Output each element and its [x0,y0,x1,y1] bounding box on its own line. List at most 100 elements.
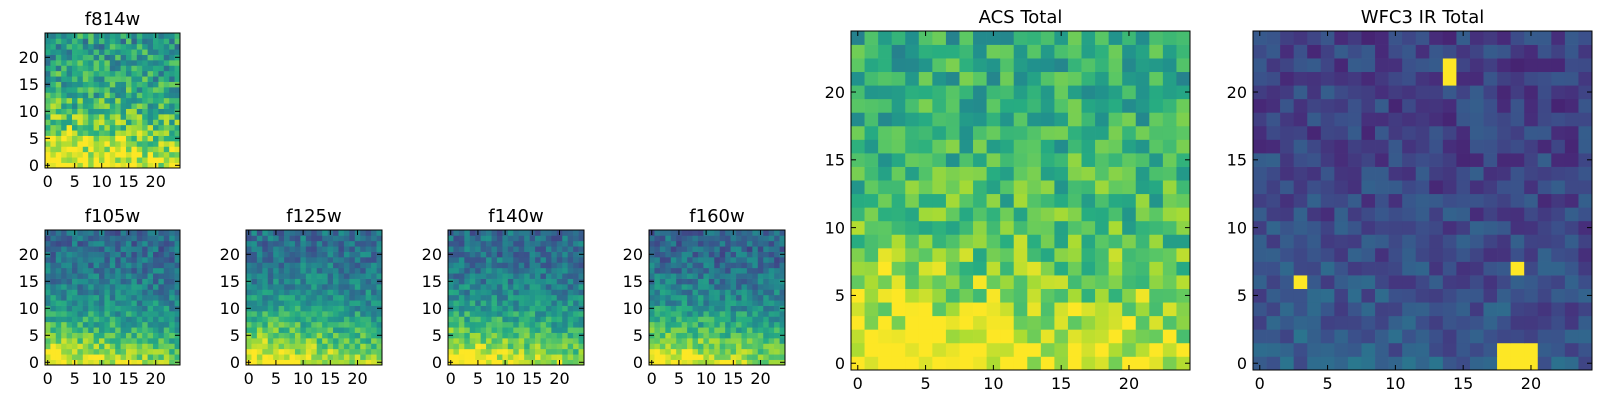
heatmap-cell [1320,125,1335,140]
heatmap-cell [45,65,51,72]
heatmap-cell [262,354,269,360]
heatmap-cell [1135,193,1150,208]
heatmap-cell [513,332,520,339]
heatmap-cell [1067,261,1082,276]
heatmap-cell [153,70,159,77]
heatmap-cell [50,38,57,45]
heatmap-cell [502,327,509,333]
heatmap-cell [757,289,764,296]
heatmap-cell [545,327,552,333]
heatmap-cell [50,157,57,163]
heatmap-cell [469,348,476,355]
heatmap-cell [88,354,94,360]
heatmap-cell [1456,180,1471,195]
heatmap-cell [104,76,111,82]
heatmap-cell [316,305,323,312]
heatmap-cell [1469,315,1484,330]
heatmap-cell [55,257,62,263]
heatmap-cell [109,294,116,301]
heatmap-cell [300,348,307,355]
heatmap-cell [1013,166,1028,181]
heatmap-cell [763,251,770,258]
heatmap-cell [251,348,258,355]
heatmap-cell [365,284,372,290]
heatmap-cell [1388,261,1403,276]
heatmap-cell [109,162,116,169]
heatmap-cell [82,151,89,158]
heatmap-cell [45,49,51,55]
heatmap-cell [142,65,148,72]
heatmap-cell [147,267,154,274]
heatmap-cell [496,321,503,328]
heatmap-cell [1551,112,1566,127]
heatmap-cell [142,87,148,93]
heatmap-cell [55,87,62,93]
heatmap-cell [1108,58,1123,73]
heatmap-cell [905,329,920,344]
heatmap-cell [864,71,879,86]
heatmap-cell [1176,153,1191,167]
heatmap-cell [1578,275,1593,289]
heatmap-cell [458,246,465,252]
heatmap-cell [99,267,105,274]
heatmap-cell [736,262,742,269]
heatmap-cell [1469,329,1484,344]
heatmap-cell [1442,261,1457,276]
heatmap-cell [169,114,175,120]
heatmap-cell [131,235,138,242]
heatmap-cell [278,278,285,285]
heatmap-cell [169,38,175,45]
heatmap-cell [93,87,100,93]
heatmap-cell [1388,153,1403,167]
heatmap-cell [535,316,541,323]
heatmap-cell [986,288,1001,303]
heatmap-cell [142,119,148,126]
heatmap-cell [453,338,460,344]
heatmap-cell [714,262,721,269]
heatmap-cell [273,278,279,285]
heatmap-cell [169,354,175,360]
heatmap-cell [1429,207,1444,222]
x-tick-label: 5 [271,369,281,388]
heatmap-cell [1415,166,1430,181]
heatmap-cell [72,65,78,72]
heatmap-cell [360,289,367,296]
heatmap-cell [464,321,471,328]
heatmap-cell [556,300,563,306]
heatmap-cell [66,273,73,279]
heatmap-cell [578,240,585,247]
heatmap-cell [469,332,476,339]
heatmap-cell [305,257,312,263]
heatmap-cell [779,294,786,301]
heatmap-cell [752,300,759,306]
heatmap-cell [1456,71,1471,86]
heatmap-cell [719,284,726,290]
heatmap-cell [289,311,296,317]
heatmap-cell [746,267,753,274]
heatmap-cell [1027,153,1042,167]
heatmap-cell [676,246,682,252]
heatmap-cell [567,348,574,355]
heatmap-cell [136,284,143,290]
heatmap-cell [1375,166,1389,181]
heatmap-cell [556,348,563,355]
heatmap-cell [251,246,258,252]
heatmap-cell [714,332,721,339]
heatmap-cell [1135,153,1150,167]
heatmap-cell [169,43,175,50]
heatmap-cell [654,289,661,296]
heatmap-cell [1388,125,1403,140]
heatmap-cell [77,305,84,312]
heatmap-cell [692,316,699,323]
heatmap-cell [562,262,569,269]
heatmap-cell [120,70,127,77]
heatmap-cell [169,348,175,355]
heatmap-cell [469,343,476,350]
heatmap-cell [556,294,563,301]
heatmap-cell [567,230,574,236]
heatmap-cell [1307,153,1322,167]
heatmap-cell [72,108,78,115]
heatmap-cell [513,294,520,301]
heatmap-cell [262,338,269,344]
heatmap-cell [864,247,879,262]
